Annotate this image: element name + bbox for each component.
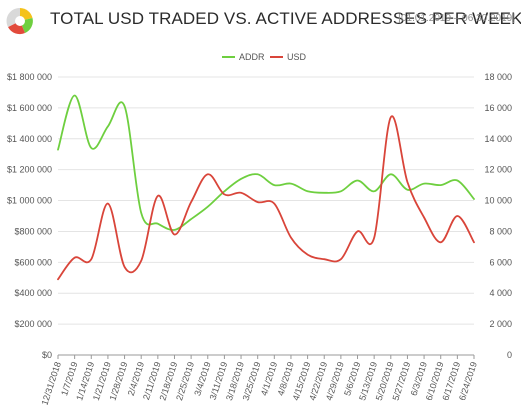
left-tick-label: $1 600 000 (7, 103, 52, 113)
right-tick-label: 0 (507, 350, 512, 360)
x-tick-label: 12/31/2018 (39, 361, 62, 405)
left-tick-label: $1 000 000 (7, 196, 52, 206)
x-axis-ticks: 12/31/20181/7/20191/14/20191/21/20191/28… (39, 355, 479, 405)
right-tick-label: 14 000 (484, 134, 512, 144)
left-tick-label: $1 800 000 (7, 72, 52, 82)
left-tick-label: $600 000 (14, 257, 52, 267)
left-tick-label: $1 400 000 (7, 134, 52, 144)
right-tick-label: 10 000 (484, 196, 512, 206)
legend-label-addr: ADDR (239, 52, 265, 62)
legend-label-usd: USD (287, 52, 307, 62)
right-axis-ticks: 0 2 000 4 000 6 000 8 000 10 000 12 000 14 000 1… (484, 72, 512, 360)
right-tick-label: 4 000 (489, 288, 512, 298)
right-tick-label: 8 000 (489, 226, 512, 236)
series-lines (57, 94, 475, 281)
series-line-usd (57, 115, 475, 281)
right-tick-label: 18 000 (484, 72, 512, 82)
left-tick-label: $0 (42, 350, 52, 360)
legend: ADDR USD (222, 52, 307, 62)
left-tick-label: $400 000 (14, 288, 52, 298)
series-line-addr (57, 94, 475, 231)
left-tick-label: $800 000 (14, 226, 52, 236)
right-tick-label: 12 000 (484, 165, 512, 175)
logo-icon (6, 7, 33, 35)
right-tick-label: 16 000 (484, 103, 512, 113)
left-axis-ticks: $0 $200 000 $400 000 $600 000 $800 000 $1 000… (7, 72, 52, 360)
right-tick-label: 6 000 (489, 257, 512, 267)
left-tick-label: $200 000 (14, 319, 52, 329)
chart-title: TOTAL USD TRADED VS. ACTIVE ADDRESSES PE… (50, 9, 521, 28)
grid-lines (58, 76, 474, 356)
left-tick-label: $1 200 000 (7, 165, 52, 175)
date-range: [01.01.2019 – 06.30.2019] (398, 13, 515, 24)
right-tick-label: 2 000 (489, 319, 512, 329)
